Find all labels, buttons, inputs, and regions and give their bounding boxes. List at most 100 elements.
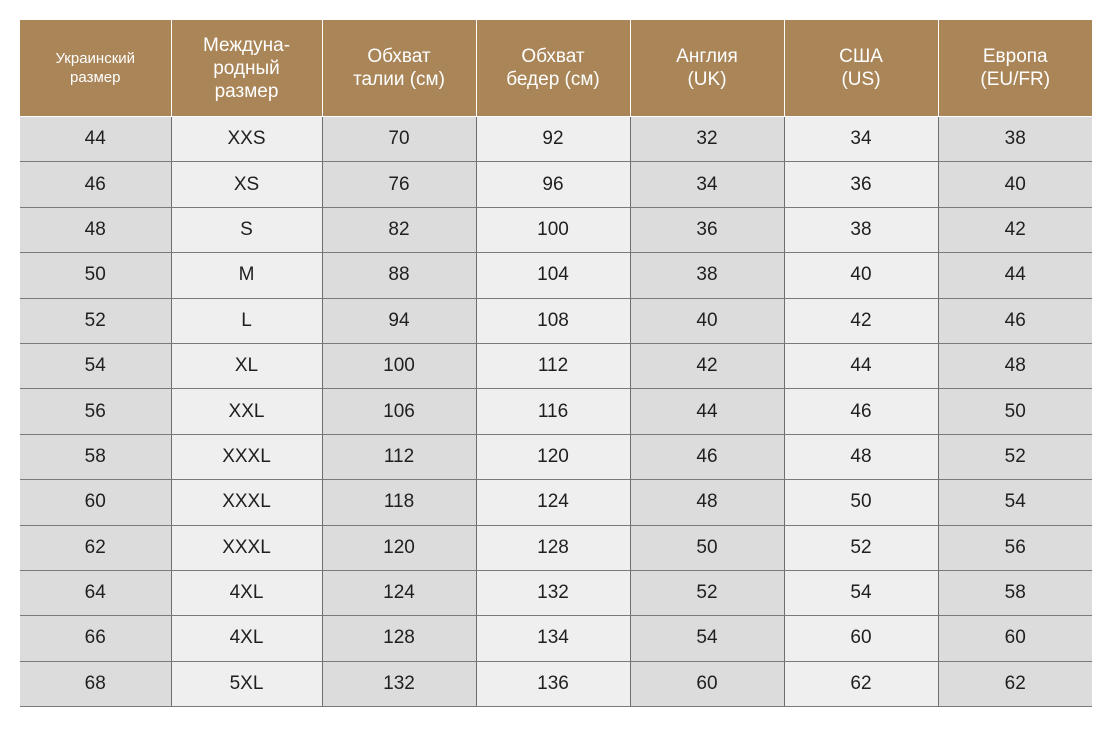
header-line: (US) xyxy=(841,69,881,90)
hips-cell: 136 xyxy=(475,661,630,708)
header-row: Украинский размер Междуна-родный размер Обхв… xyxy=(20,20,1092,117)
uk-size-header: Англия (UK) xyxy=(629,20,784,117)
table-row: 56 XXL 106 116 44 46 50 xyxy=(20,388,1092,435)
header-line: Междуна- xyxy=(202,34,291,56)
international-size-cell: L xyxy=(170,298,322,344)
waist-header: Обхват талии (см) xyxy=(321,20,476,117)
international-size-cell: XXXL xyxy=(170,525,322,571)
uk-size-cell: 52 xyxy=(629,570,784,617)
ukrainian-size-cell: 52 xyxy=(20,298,171,344)
eu-size-cell: 44 xyxy=(937,252,1092,299)
table-row: 58 XXXL 112 120 46 48 52 xyxy=(20,434,1092,481)
hips-cell: 124 xyxy=(475,479,630,526)
ukrainian-size-header: Украинский размер xyxy=(20,20,171,117)
us-size-cell: 48 xyxy=(783,434,938,481)
table-row: 60 XXXL 118 124 48 50 54 xyxy=(20,479,1092,526)
us-size-cell: 52 xyxy=(783,525,938,571)
ukrainian-size-cell: 68 xyxy=(20,661,171,708)
ukrainian-size-cell: 44 xyxy=(20,116,171,163)
eu-size-header: Европа (EU/FR) xyxy=(937,20,1092,117)
header-line: размер xyxy=(70,69,121,86)
eu-size-cell: 56 xyxy=(937,525,1092,571)
header-line: Обхват xyxy=(521,46,585,67)
uk-size-cell: 50 xyxy=(629,525,784,571)
uk-size-cell: 36 xyxy=(629,207,784,254)
header-line: США xyxy=(839,46,883,67)
hips-cell: 108 xyxy=(475,298,630,344)
international-size-cell: XXS xyxy=(170,116,322,163)
uk-size-cell: 48 xyxy=(629,479,784,526)
header-line: родный xyxy=(213,57,280,79)
header-line: Европа xyxy=(982,46,1048,67)
header-line: размер xyxy=(214,80,279,102)
us-size-cell: 54 xyxy=(783,570,938,617)
international-size-cell: XXXL xyxy=(170,479,322,526)
eu-size-cell: 50 xyxy=(937,388,1092,435)
eu-size-cell: 62 xyxy=(937,661,1092,708)
eu-size-cell: 52 xyxy=(937,434,1092,481)
table-row: 68 5XL 132 136 60 62 62 xyxy=(20,661,1092,708)
international-size-cell: M xyxy=(170,252,322,299)
uk-size-cell: 38 xyxy=(629,252,784,299)
international-size-cell: XXL xyxy=(170,388,322,435)
international-size-cell: 4XL xyxy=(170,570,322,617)
ukrainian-size-cell: 66 xyxy=(20,615,171,662)
hips-cell: 92 xyxy=(475,116,630,163)
us-size-header: США (US) xyxy=(783,20,938,117)
waist-cell: 76 xyxy=(321,161,476,208)
uk-size-cell: 44 xyxy=(629,388,784,435)
hips-header: Обхват бедер (см) xyxy=(475,20,630,117)
table-row: 66 4XL 128 134 54 60 60 xyxy=(20,615,1092,662)
us-size-cell: 34 xyxy=(783,116,938,163)
us-size-cell: 46 xyxy=(783,388,938,435)
hips-cell: 120 xyxy=(475,434,630,481)
uk-size-cell: 32 xyxy=(629,116,784,163)
international-size-cell: XL xyxy=(170,343,322,390)
waist-cell: 132 xyxy=(321,661,476,708)
header-line: (UK) xyxy=(687,69,727,90)
waist-cell: 118 xyxy=(321,479,476,526)
us-size-cell: 38 xyxy=(783,207,938,254)
uk-size-cell: 54 xyxy=(629,615,784,662)
hips-cell: 134 xyxy=(475,615,630,662)
table-row: 48 S 82 100 36 38 42 xyxy=(20,207,1092,254)
waist-cell: 106 xyxy=(321,388,476,435)
header-line: Обхват xyxy=(367,46,431,67)
waist-cell: 94 xyxy=(321,298,476,344)
hips-cell: 128 xyxy=(475,525,630,571)
international-size-cell: XS xyxy=(170,161,322,208)
us-size-cell: 42 xyxy=(783,298,938,344)
header-line: бедер (см) xyxy=(506,69,600,90)
header-line: (EU/FR) xyxy=(980,69,1051,90)
table-row: 50 M 88 104 38 40 44 xyxy=(20,252,1092,299)
hips-cell: 96 xyxy=(475,161,630,208)
eu-size-cell: 58 xyxy=(937,570,1092,617)
waist-cell: 88 xyxy=(321,252,476,299)
table-row: 52 L 94 108 40 42 46 xyxy=(20,298,1092,344)
eu-size-cell: 46 xyxy=(937,298,1092,344)
us-size-cell: 40 xyxy=(783,252,938,299)
uk-size-cell: 46 xyxy=(629,434,784,481)
eu-size-cell: 60 xyxy=(937,615,1092,662)
waist-cell: 124 xyxy=(321,570,476,617)
table-row: 46 XS 76 96 34 36 40 xyxy=(20,161,1092,208)
hips-cell: 112 xyxy=(475,343,630,390)
waist-cell: 128 xyxy=(321,615,476,662)
waist-cell: 100 xyxy=(321,343,476,390)
table-body: 44 XXS 70 92 32 34 38 46 XS 76 96 34 36 40 48 S 82 100 36 3… xyxy=(20,116,1092,708)
us-size-cell: 36 xyxy=(783,161,938,208)
eu-size-cell: 38 xyxy=(937,116,1092,163)
ukrainian-size-cell: 48 xyxy=(20,207,171,254)
international-size-header: Междуна-родный размер xyxy=(170,20,322,117)
waist-cell: 120 xyxy=(321,525,476,571)
international-size-cell: 4XL xyxy=(170,615,322,662)
hips-cell: 100 xyxy=(475,207,630,254)
eu-size-cell: 54 xyxy=(937,479,1092,526)
table-row: 64 4XL 124 132 52 54 58 xyxy=(20,570,1092,617)
table-row: 54 XL 100 112 42 44 48 xyxy=(20,343,1092,390)
us-size-cell: 44 xyxy=(783,343,938,390)
waist-cell: 112 xyxy=(321,434,476,481)
table-row: 44 XXS 70 92 32 34 38 xyxy=(20,116,1092,163)
table-header: Украинский размер Междуна-родный размер Обхв… xyxy=(20,20,1092,117)
waist-cell: 82 xyxy=(321,207,476,254)
